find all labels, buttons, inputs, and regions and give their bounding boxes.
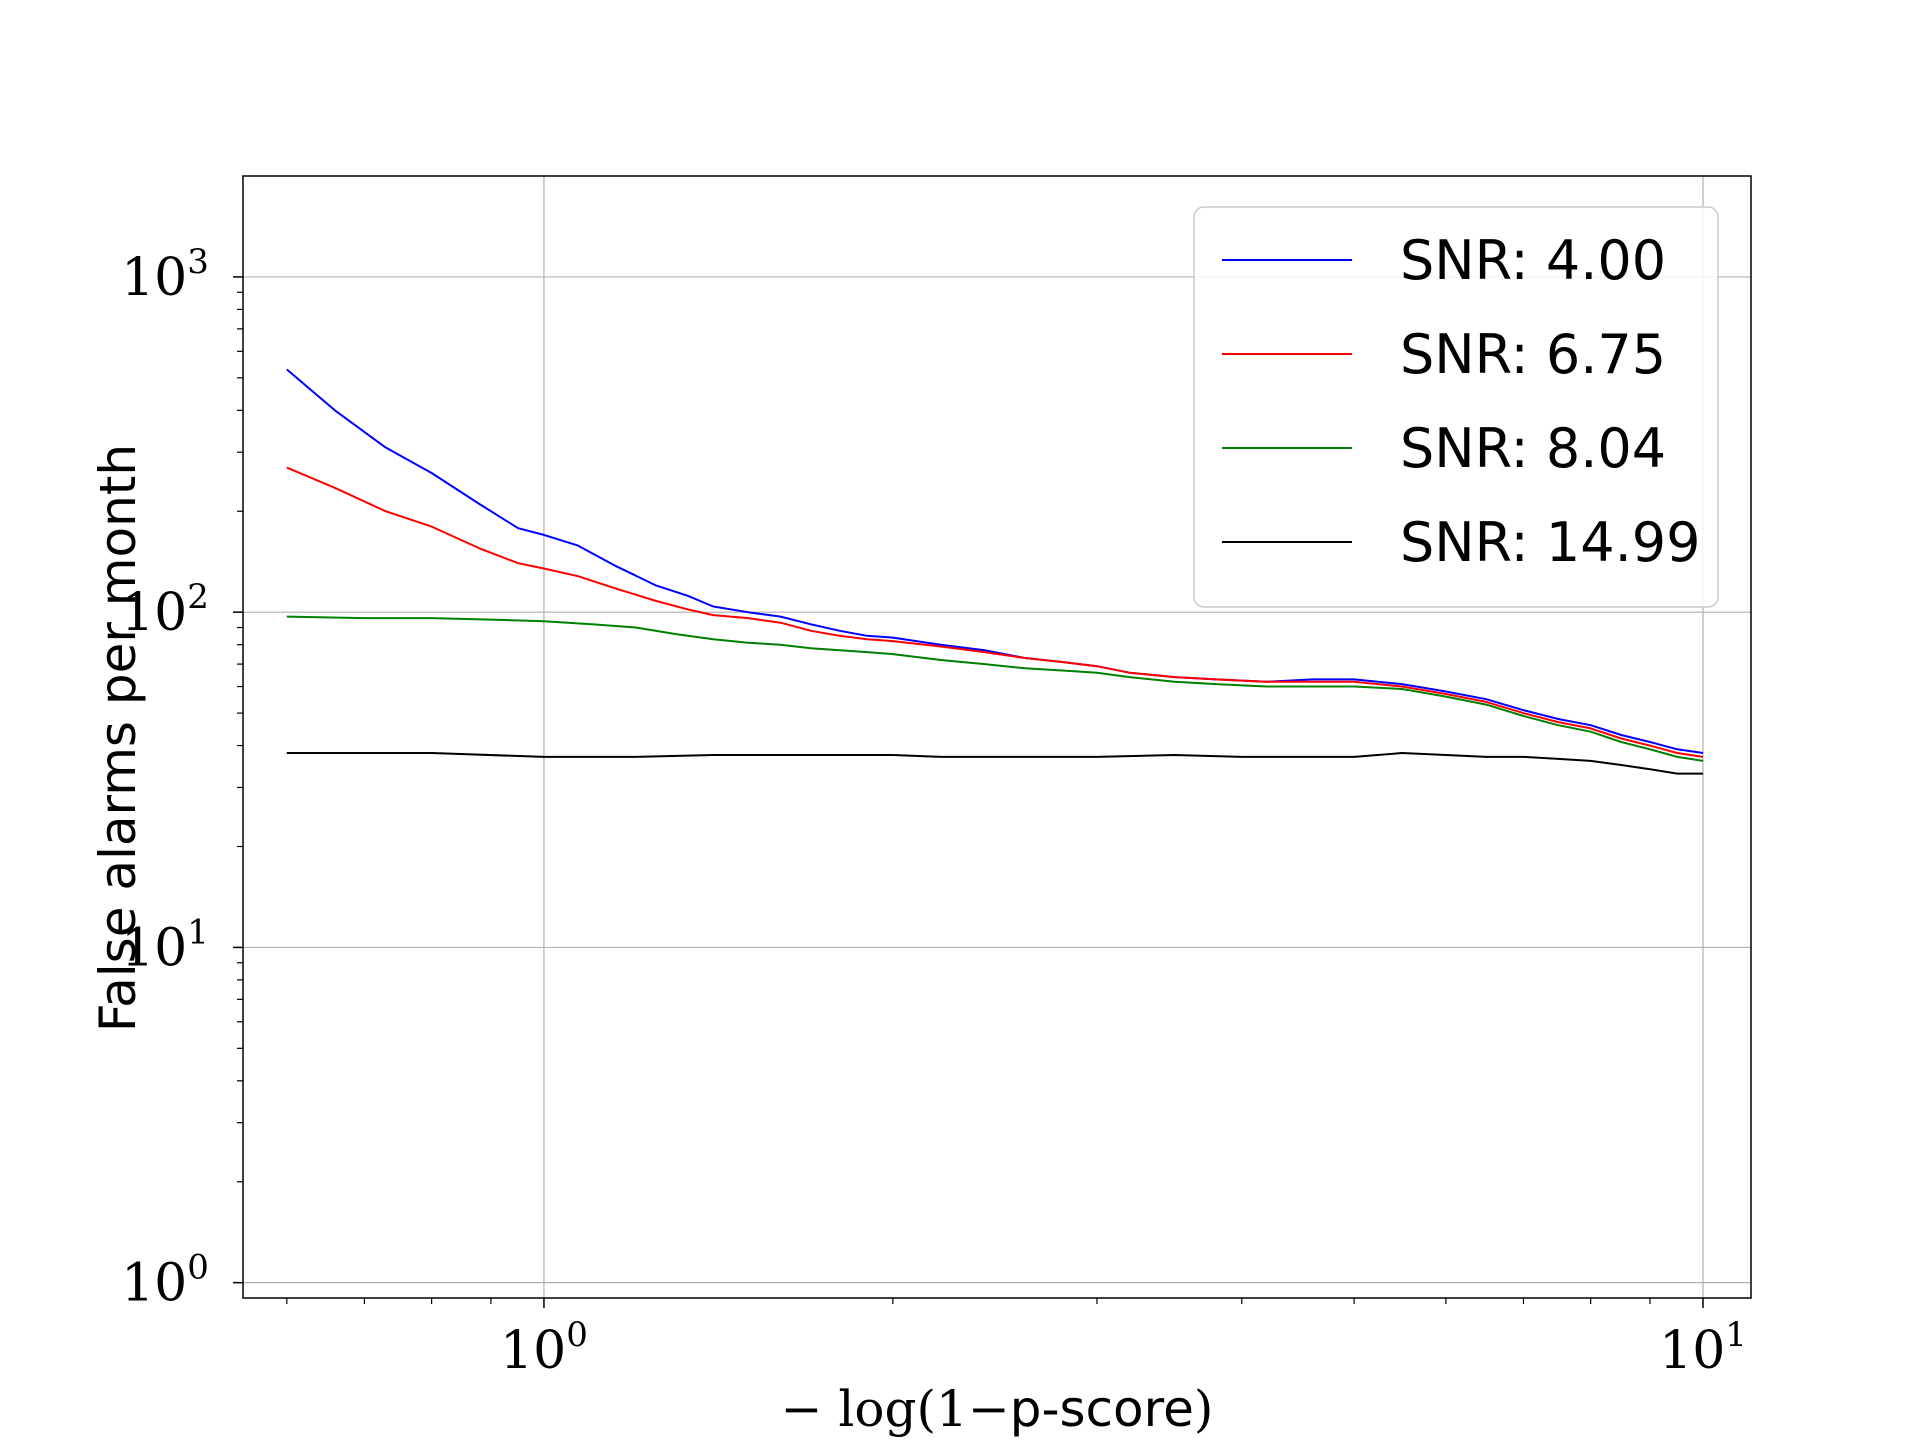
y-tick-label: 101 bbox=[121, 912, 209, 978]
legend-label-1: SNR: 4.00 bbox=[1400, 229, 1666, 292]
x-axis-title-text: p-score bbox=[1010, 1380, 1194, 1438]
legend-label-3: SNR: 8.04 bbox=[1400, 417, 1666, 480]
series-line-3 bbox=[286, 615, 1704, 762]
y-tick-label: 102 bbox=[121, 577, 209, 643]
x-axis-title-suffix: ) bbox=[1194, 1380, 1214, 1438]
legend-box bbox=[1193, 206, 1719, 608]
legend: SNR: 4.00 SNR: 6.75 SNR: 8.04 SNR: 14.99 bbox=[1193, 206, 1719, 608]
x-axis-title: − log(1−p-score) bbox=[781, 1380, 1214, 1438]
x-tick-label: 100 bbox=[500, 1315, 588, 1381]
y-tick-label: 103 bbox=[121, 242, 209, 308]
minor-ticks bbox=[233, 276, 1704, 1308]
legend-label-4: SNR: 14.99 bbox=[1400, 511, 1700, 574]
y-tick-label: 100 bbox=[121, 1248, 209, 1314]
legend-items: SNR: 4.00 SNR: 6.75 SNR: 8.04 SNR: 14.99 bbox=[1222, 229, 1700, 574]
tick-labels: 100 101 100 101 102 103 bbox=[121, 242, 1747, 1381]
x-tick-label: 101 bbox=[1659, 1315, 1747, 1381]
series-line-1 bbox=[286, 368, 1704, 754]
x-axis-title-prefix: − log(1− bbox=[781, 1380, 1010, 1438]
series-lines bbox=[286, 368, 1704, 775]
series-line-2 bbox=[286, 466, 1704, 758]
legend-label-2: SNR: 6.75 bbox=[1400, 323, 1666, 386]
y-axis-title: False alarms per month bbox=[89, 444, 147, 1032]
series-line-4 bbox=[286, 752, 1703, 775]
plot-frame bbox=[242, 175, 1752, 1299]
